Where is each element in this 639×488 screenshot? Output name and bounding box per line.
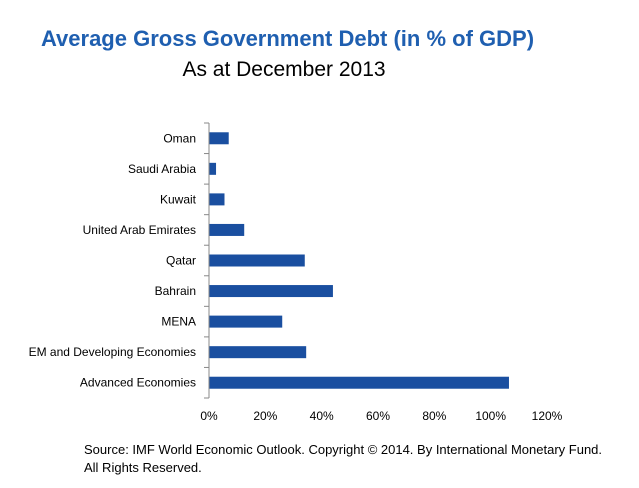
x-tick-label: 60% [366,409,390,423]
category-label: Advanced Economies [80,376,196,390]
x-tick-label: 120% [532,409,563,423]
source-note: Source: IMF World Economic Outlook. Copy… [84,442,603,475]
x-tick-label: 80% [422,409,446,423]
bars [209,132,509,389]
x-tick-label: 40% [310,409,334,423]
category-label: Kuwait [160,192,197,206]
bar [209,376,509,389]
chart-title: Average Gross Government Debt (in % of G… [40,26,535,51]
bar [209,254,305,267]
bar [209,223,245,236]
category-label: Oman [163,131,196,145]
category-label: MENA [161,315,196,329]
x-tick-labels: 0% 20% 40% 60% 80% 100% 120% [200,409,562,423]
category-label: EM and Developing Economies [29,345,196,359]
x-tick-label: 100% [475,409,506,423]
axes [204,122,210,399]
category-label: United Arab Emirates [83,223,196,237]
category-labels: Oman Saudi Arabia Kuwait United Arab Emirat… [29,131,197,389]
bar [209,285,333,298]
chart-subtitle: As at December 2013 [182,58,386,81]
x-tick-label: 0% [200,409,218,423]
bar [209,132,229,145]
bar [209,346,307,359]
category-label: Qatar [166,254,196,268]
bar [209,193,225,206]
bar [209,162,217,175]
x-tick-label: 20% [253,409,277,423]
bar [209,315,283,328]
category-label: Bahrain [155,284,196,298]
category-label: Saudi Arabia [128,162,196,176]
